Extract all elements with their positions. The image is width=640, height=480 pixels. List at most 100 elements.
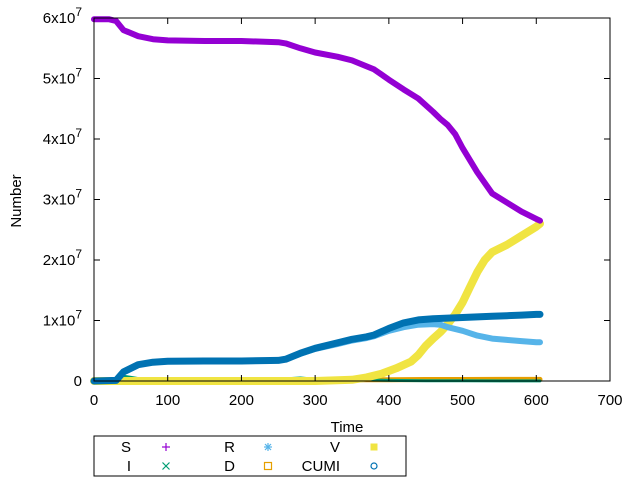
series-s-point — [538, 219, 542, 222]
series-s-point — [137, 35, 140, 38]
x-axis-label: Time — [331, 419, 364, 436]
series-cumi-point — [166, 360, 169, 363]
y-tick-label: 0 — [74, 373, 82, 390]
series-v-point — [417, 353, 420, 357]
series-cumi-point — [417, 318, 420, 322]
series-r-point — [476, 334, 479, 337]
series-r-point — [490, 337, 494, 340]
series-cumi-point — [350, 338, 354, 341]
series-s-point — [277, 41, 280, 44]
y-tick-label: 1x107 — [43, 308, 83, 330]
legend-marker-plus — [162, 443, 170, 451]
legend-marker-asterisk — [264, 443, 272, 451]
series-s-point — [203, 39, 206, 43]
series-v-point — [505, 243, 508, 247]
series-cumi-point — [365, 335, 368, 338]
series-s-point — [122, 28, 125, 32]
series-s-point — [365, 65, 368, 68]
series-v-point — [409, 360, 413, 363]
legend-label-i: I — [127, 458, 131, 475]
series-cumi-point — [387, 327, 391, 330]
series-cumi-point — [313, 347, 317, 350]
x-tick-label: 0 — [90, 392, 98, 409]
series-v-point — [476, 270, 479, 274]
series-s-point — [114, 19, 118, 23]
legend-marker-square — [263, 461, 273, 471]
series-cumi-point — [402, 321, 405, 325]
y-tick-label: 3x107 — [43, 187, 83, 209]
series-v-point — [483, 258, 486, 262]
series-r-point — [520, 339, 523, 343]
series-s-point — [417, 97, 420, 100]
series-cumi-point — [336, 341, 339, 345]
x-tick-label: 400 — [376, 392, 401, 409]
y-tick-label: 4x107 — [43, 126, 83, 148]
series-cumi-point — [446, 316, 449, 320]
plot-frame — [93, 17, 611, 382]
legend-label-cumi: CUMI — [302, 458, 340, 475]
series-v-point — [350, 378, 354, 381]
series-cumi-point — [505, 314, 508, 317]
series-v-point — [520, 234, 523, 237]
x-tick-label: 300 — [303, 392, 328, 409]
series-s-point — [505, 201, 508, 204]
y-axis-label: Number — [8, 174, 25, 227]
series-cumi-point — [476, 315, 479, 319]
series-s-point — [439, 117, 442, 121]
series-r-point — [446, 326, 449, 329]
series-cumi-point — [431, 317, 435, 320]
series-s-point — [454, 133, 457, 136]
x-tick-label: 700 — [597, 392, 622, 409]
series-r-point — [505, 338, 508, 342]
series-r-point — [417, 323, 420, 326]
series-s-point — [299, 47, 302, 50]
series-r-point — [461, 329, 464, 332]
series-v-point — [490, 250, 494, 254]
legend-label-r: R — [224, 439, 235, 456]
legend-marker-circle — [370, 462, 378, 470]
series-s-line — [91, 16, 543, 224]
legend-label-s: S — [121, 439, 131, 456]
series-cumi-point — [461, 316, 464, 319]
series-v-point — [535, 225, 538, 228]
series-r-point — [431, 322, 435, 326]
series-cumi-point — [535, 313, 538, 316]
series-s-point — [476, 171, 479, 174]
series-v-point — [439, 330, 442, 334]
series-s-point — [461, 146, 464, 150]
legend-label-d: D — [224, 458, 235, 475]
series-s-point — [402, 88, 405, 91]
series-cumi-point — [240, 359, 243, 363]
series-s-point — [520, 210, 523, 213]
legend-marker-cross — [162, 462, 170, 470]
series-s-point — [166, 39, 169, 42]
y-tick-label: 6x107 — [43, 5, 83, 27]
series-s-point — [350, 59, 354, 62]
series-cumi-point — [299, 352, 302, 355]
series-v-point — [461, 301, 464, 304]
series-cumi-point — [284, 358, 287, 361]
series-cumi-point — [490, 315, 494, 318]
series-cumi-point — [372, 333, 376, 337]
series-r-point — [439, 323, 442, 326]
series-v-point — [365, 376, 368, 379]
series-s-point — [284, 42, 287, 45]
axes: 0 100 200 300 400 500 600 700 0 1x107 2x107 3x107 4x… — [43, 5, 623, 409]
series-s-point — [107, 18, 110, 21]
x-tick-label: 200 — [229, 392, 254, 409]
series-cumi-point — [122, 370, 125, 374]
legend-label-v: V — [330, 439, 340, 456]
series-s-point — [372, 68, 376, 71]
x-tick-label: 100 — [155, 392, 180, 409]
series-r-point — [535, 341, 538, 344]
x-tick-label: 500 — [450, 392, 475, 409]
series-cumi-point — [520, 313, 523, 317]
series-v-point — [395, 367, 398, 370]
series-s-point — [313, 51, 317, 54]
y-tick-label: 5x107 — [43, 66, 83, 88]
series-cumi-point — [538, 313, 542, 316]
plot-area — [90, 16, 544, 385]
series-cumi-point — [277, 359, 280, 362]
series-r-line — [91, 321, 543, 384]
